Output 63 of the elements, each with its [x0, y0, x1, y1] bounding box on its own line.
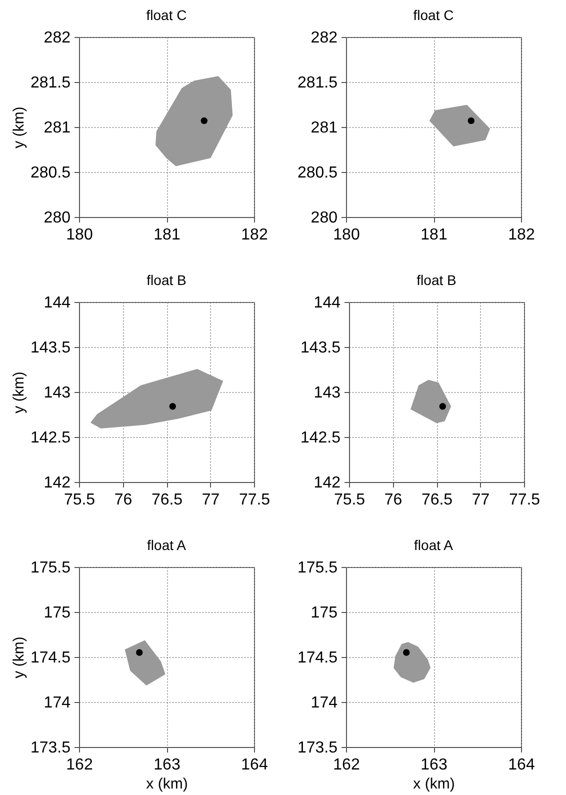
y-tick-label: 142.5 [30, 430, 71, 446]
x-tick-label: 77.5 [508, 492, 540, 508]
y-axis-title: y (km) [10, 372, 28, 414]
x-tick-label: 180 [66, 226, 93, 244]
y-axis-title: y (km) [10, 636, 28, 678]
y-tick-label: 174.5 [297, 650, 338, 666]
y-tick-label: 174 [310, 694, 338, 712]
chart-title: float B [416, 272, 456, 288]
x-tick-label: 75.5 [334, 492, 366, 508]
x-tick-label: 77 [202, 492, 220, 508]
y-tick-label: 281.5 [297, 74, 338, 92]
x-tick-label: 76.5 [421, 492, 453, 508]
x-tick-label: 77 [472, 492, 490, 508]
x-axis-title: x (km) [146, 776, 188, 792]
x-tick-label: 163 [154, 756, 180, 774]
y-tick-label: 281 [310, 120, 338, 136]
chart-title: float A [414, 537, 454, 553]
y-tick-label: 175.5 [297, 560, 338, 576]
y-tick-label: 174 [44, 694, 71, 712]
y-tick-label: 280.5 [297, 164, 338, 182]
y-tick-label: 175 [44, 604, 71, 622]
y-tick-label: 142.5 [300, 430, 341, 446]
y-tick-label: 142 [44, 474, 71, 492]
y-tick-label: 144 [44, 294, 71, 312]
y-tick-label: 175 [310, 604, 338, 622]
x-tick-label: 164 [508, 756, 535, 774]
x-tick-label: 162 [333, 756, 360, 774]
y-tick-label: 143 [314, 384, 341, 402]
y-tick-label: 143.5 [300, 340, 341, 356]
chart-title: float B [146, 272, 186, 288]
x-tick-label: 162 [66, 756, 93, 774]
y-tick-label: 280 [44, 210, 71, 226]
chart-title: float A [147, 537, 187, 553]
y-tick-label: 280 [310, 210, 338, 226]
y-tick-label: 282 [44, 30, 71, 46]
x-tick-label: 76 [114, 492, 132, 508]
y-tick-label: 142 [314, 474, 341, 492]
x-tick-label: 180 [333, 226, 360, 244]
x-tick-label: 182 [241, 226, 268, 244]
x-tick-label: 76.5 [151, 492, 183, 508]
chart-title: float C [413, 7, 454, 23]
y-tick-label: 281.5 [30, 74, 71, 92]
y-tick-label: 174.5 [30, 650, 71, 666]
x-tick-label: 181 [420, 226, 448, 244]
y-axis-title: y (km) [10, 106, 28, 148]
y-tick-label: 173.5 [297, 740, 338, 756]
y-tick-label: 143 [44, 384, 71, 402]
y-tick-label: 175.5 [30, 560, 71, 576]
x-tick-label: 163 [420, 756, 448, 774]
x-tick-label: 75.5 [64, 492, 96, 508]
x-tick-label: 164 [241, 756, 268, 774]
y-tick-label: 144 [314, 294, 341, 312]
x-tick-label: 182 [508, 226, 535, 244]
y-tick-label: 173.5 [30, 740, 71, 756]
chart-title: float C [146, 7, 187, 23]
x-axis-title: x (km) [413, 776, 455, 792]
x-tick-label: 181 [154, 226, 180, 244]
x-tick-label: 77.5 [238, 492, 270, 508]
y-tick-label: 281 [44, 120, 71, 136]
y-tick-label: 282 [310, 30, 338, 46]
y-tick-label: 280.5 [30, 164, 71, 182]
x-tick-label: 76 [384, 492, 402, 508]
y-tick-label: 143.5 [30, 340, 71, 356]
